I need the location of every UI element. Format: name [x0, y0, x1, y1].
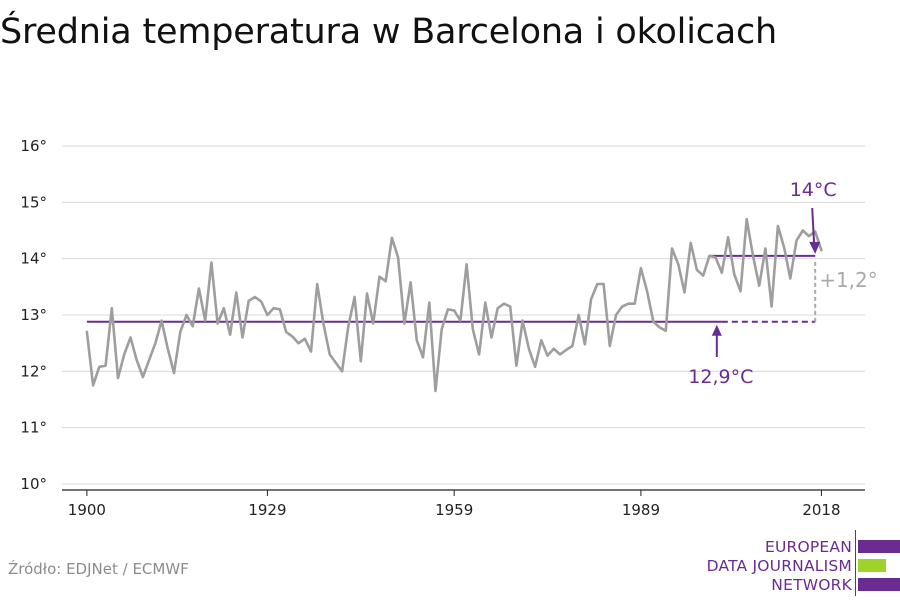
y-tick-label-15: 15° [20, 193, 47, 211]
y-axis-tick-labels: 10° 11° 12° 13° 14° 15° 16° [20, 137, 47, 493]
logo-bar-3 [858, 578, 900, 591]
series-line-0 [85, 217, 823, 393]
annotations: +1,2° 14°C 12,9°C [688, 179, 877, 388]
y-tick-label-14: 14° [20, 250, 47, 268]
baseline-average-label: 12,9°C [688, 366, 753, 388]
difference-label: +1,2° [819, 268, 878, 292]
series-layer [85, 217, 823, 393]
y-tick-label-12: 12° [20, 362, 47, 380]
edjnet-logo: EUROPEAN DATA JOURNALISM NETWORK [700, 528, 900, 600]
chart-title: Średnia temperatura w Barcelona i okolic… [0, 12, 778, 52]
logo-bar-2 [858, 559, 886, 572]
baseline-arrow-head [711, 324, 722, 336]
logo-bar-1 [858, 540, 900, 553]
y-tick-label-11: 11° [20, 419, 47, 437]
x-tick-label-1989: 1989 [622, 501, 660, 519]
logo-line-1: EUROPEAN [764, 538, 852, 556]
x-tick-label-1959: 1959 [435, 501, 473, 519]
grid-lines [62, 145, 865, 485]
source-note: Źródło: EDJNet / ECMWF [8, 560, 189, 578]
logo-line-2: DATA JOURNALISM [706, 557, 852, 575]
x-tick-label-2018: 2018 [802, 501, 840, 519]
x-tick-label-1900: 1900 [68, 501, 106, 519]
x-tick-label-1929: 1929 [248, 501, 286, 519]
y-tick-label-13: 13° [20, 306, 47, 324]
y-tick-label-16: 16° [20, 137, 47, 155]
recent-average-label: 14°C [790, 179, 837, 201]
recent-average-arrow-shaft [811, 207, 816, 246]
recent-average-arrow-head [809, 241, 821, 254]
y-tick-label-10: 10° [20, 475, 47, 493]
logo-line-3: NETWORK [771, 576, 852, 594]
x-axis: 1900 1929 1959 1989 2018 [62, 489, 865, 519]
logo-divider [855, 530, 856, 596]
